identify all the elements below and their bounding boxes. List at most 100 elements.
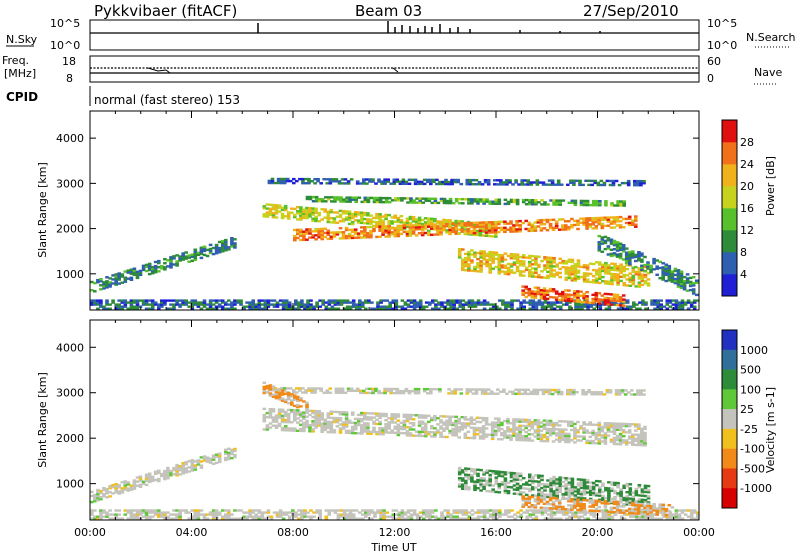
data-cell (470, 513, 475, 516)
data-cell (141, 268, 146, 272)
data-cell (299, 212, 303, 215)
data-cell (415, 305, 420, 308)
data-cell (603, 241, 608, 245)
data-cell (594, 295, 599, 299)
data-cell (594, 300, 599, 303)
data-cell (375, 200, 380, 204)
data-cell (433, 418, 437, 422)
data-cell (248, 307, 252, 310)
data-cell (546, 274, 550, 278)
data-cell (93, 509, 97, 512)
data-cell (280, 408, 285, 411)
data-cell (405, 232, 410, 235)
data-cell (313, 387, 317, 390)
data-cell (685, 279, 690, 282)
data-cell (473, 511, 478, 514)
data-cell (93, 493, 97, 497)
data-cell (617, 183, 622, 187)
data-cell (582, 301, 586, 304)
data-cell (460, 220, 465, 223)
data-cell (265, 203, 270, 206)
data-cell (600, 224, 605, 228)
data-cell (357, 196, 362, 199)
data-cell (486, 392, 491, 395)
data-cell (618, 439, 623, 442)
nave-tick-high: 60 (707, 55, 721, 68)
data-cell (105, 301, 109, 304)
data-cell (389, 182, 393, 185)
data-cell (330, 307, 335, 310)
data-cell (564, 432, 568, 435)
data-cell (268, 414, 273, 417)
data-cell (382, 515, 386, 518)
data-cell (564, 268, 569, 271)
data-cell (398, 389, 403, 393)
data-cell (271, 410, 276, 413)
data-cell (455, 307, 459, 310)
data-cell (606, 434, 611, 437)
data-cell (521, 424, 525, 428)
data-cell (588, 280, 593, 284)
data-cell (445, 231, 449, 234)
data-cell (518, 219, 522, 223)
data-cell (515, 438, 519, 442)
data-cell (267, 179, 272, 183)
data-cell (637, 269, 642, 272)
data-cell (369, 233, 373, 237)
data-cell (460, 416, 465, 419)
data-cell (473, 303, 478, 306)
data-cell (466, 424, 471, 427)
data-cell (461, 511, 466, 514)
data-cell (551, 421, 556, 425)
data-cell (531, 267, 535, 270)
data-cell (571, 515, 575, 518)
data-cell (427, 223, 431, 226)
data-cell (454, 421, 458, 425)
data-cell (356, 234, 361, 237)
data-cell (384, 225, 388, 228)
data-cell (591, 268, 596, 272)
data-cell (363, 200, 368, 204)
data-cell (611, 179, 616, 183)
data-cell (390, 216, 394, 219)
data-cell (398, 182, 403, 185)
data-cell (301, 391, 305, 394)
data-cell (290, 429, 294, 432)
data-cell (591, 431, 595, 435)
data-cell (676, 269, 681, 272)
data-cell (378, 198, 383, 202)
data-cell (597, 421, 602, 425)
data-cell (454, 428, 458, 431)
data-cell (466, 232, 471, 235)
data-cell (227, 513, 231, 516)
data-cell (677, 305, 682, 308)
data-cell (393, 421, 398, 424)
data-cell (324, 301, 329, 304)
data-cell (618, 441, 623, 444)
data-cell (534, 199, 538, 202)
data-cell (643, 433, 647, 437)
data-cell (294, 301, 298, 304)
data-cell (659, 303, 663, 306)
data-cell (433, 217, 437, 221)
data-cell (527, 437, 532, 440)
data-cell (610, 272, 614, 276)
data-cell (301, 182, 305, 185)
data-cell (640, 275, 645, 278)
data-cell (558, 267, 562, 271)
data-cell (531, 513, 536, 516)
data-cell (598, 202, 602, 205)
data-cell (570, 223, 574, 227)
data-cell (604, 204, 608, 207)
data-cell (521, 285, 525, 288)
data-cell (544, 183, 549, 186)
data-cell (627, 441, 632, 444)
data-cell (262, 207, 267, 210)
data-cell (361, 509, 365, 512)
data-cell (160, 303, 164, 306)
data-cell (150, 477, 155, 481)
data-cell (543, 511, 548, 514)
data-cell (548, 432, 553, 435)
data-cell (348, 513, 353, 516)
data-cell (147, 266, 152, 270)
